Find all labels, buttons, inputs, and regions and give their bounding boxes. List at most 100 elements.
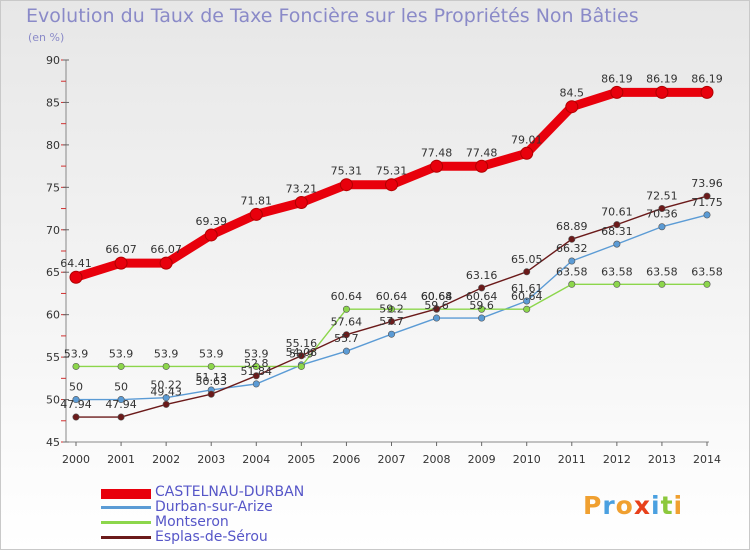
data-label: 55.16 [286,337,318,350]
data-label: 64.41 [60,257,92,270]
data-point [342,305,350,313]
data-point [387,330,395,338]
data-point [700,85,714,99]
data-label: 77.48 [421,146,453,159]
data-label: 86.19 [601,72,633,85]
x-tick-label: 2012 [603,453,631,466]
data-point [117,413,125,421]
series-castelnau-durban [69,85,714,284]
data-point [252,380,260,388]
data-label: 53.9 [199,347,224,360]
series-layer [69,85,714,421]
data-label: 71.75 [691,196,723,209]
data-label: 59.2 [379,302,404,315]
legend-swatch [101,506,151,509]
data-point [342,331,350,339]
data-label: 63.58 [691,265,723,278]
data-point [568,235,576,243]
x-tick-label: 2000 [62,453,90,466]
data-point [204,228,218,242]
data-label-layer: 50 50 50.22 51.13 51.84 54.08 55.7 57.7 59.6 59.6… [60,72,723,411]
data-label: 77.48 [466,146,498,159]
data-point [523,268,531,276]
x-tick-label: 2005 [287,453,315,466]
x-tick-label: 2013 [648,453,676,466]
data-point [72,413,80,421]
x-tick-label: 2002 [152,453,180,466]
data-label: 60.64 [466,290,498,303]
legend-label: Esplas-de-Sérou [155,529,268,545]
chart-title: Evolution du Taux de Taxe Foncière sur l… [26,5,639,27]
data-point [252,362,260,370]
data-point [520,146,534,160]
y-tick-label: 45 [46,436,60,449]
data-label: 60.68 [421,290,453,303]
data-label: 86.19 [691,72,723,85]
data-point [387,305,395,313]
legend-swatch [101,521,151,524]
y-tick-label: 80 [46,139,60,152]
data-label: 59.6 [424,299,449,312]
data-label: 50 [114,381,128,394]
data-point [613,221,621,229]
data-point [69,270,83,284]
data-point [613,280,621,288]
data-label: 53.9 [244,347,269,360]
series-montseron [72,280,711,370]
data-point [294,196,308,210]
data-label: 60.64 [421,290,453,303]
data-label: 69.39 [195,215,227,228]
data-point [523,297,531,305]
y-tick-label: 70 [46,224,60,237]
data-label: 70.61 [601,206,633,219]
data-label: 79.01 [511,133,543,146]
data-label: 51.84 [241,365,273,378]
data-point [478,314,486,322]
data-label: 71.81 [241,194,273,207]
data-point [568,257,576,265]
legend-label: CASTELNAU-DURBAN [155,484,305,500]
x-tick-label: 2011 [558,453,586,466]
axes: 45 50 55 60 65 70 75 80 85 90 2000 2001 2002 2003 2004… [46,54,721,466]
y-tick-label: 90 [46,54,60,67]
data-point [297,362,305,370]
x-tick-label: 2006 [332,453,360,466]
data-label: 65.05 [511,253,543,266]
data-label: 73.21 [286,183,318,196]
data-point [342,347,350,355]
data-point [339,178,353,192]
legend-label: Montseron [155,514,229,530]
data-label: 66.07 [150,243,182,256]
data-point [613,240,621,248]
data-point [297,352,305,360]
data-label: 86.19 [646,72,678,85]
series-esplas-de-s-rou [72,192,711,421]
y-tick-label: 55 [46,351,60,364]
data-point [478,284,486,292]
data-label: 51.13 [195,371,227,384]
data-point [117,362,125,370]
data-point [162,400,170,408]
data-point [433,305,441,313]
data-point [565,100,579,114]
data-point [207,390,215,398]
data-label: 63.16 [466,269,498,282]
x-tick-label: 2008 [423,453,451,466]
data-label: 57.7 [379,315,404,328]
legend-label: Durban-sur-Arize [155,499,273,515]
data-label: 54.08 [286,346,318,359]
data-point [703,280,711,288]
data-point [159,256,173,270]
legend-swatch [101,489,151,499]
legend-swatch [101,536,151,539]
x-tick-label: 2001 [107,453,135,466]
data-label: 49.43 [150,385,182,398]
data-label: 63.58 [556,265,588,278]
data-label: 63.58 [601,265,633,278]
data-label: 47.94 [105,398,137,411]
data-point [523,305,531,313]
data-point [252,372,260,380]
data-label: 53.9 [109,347,134,360]
